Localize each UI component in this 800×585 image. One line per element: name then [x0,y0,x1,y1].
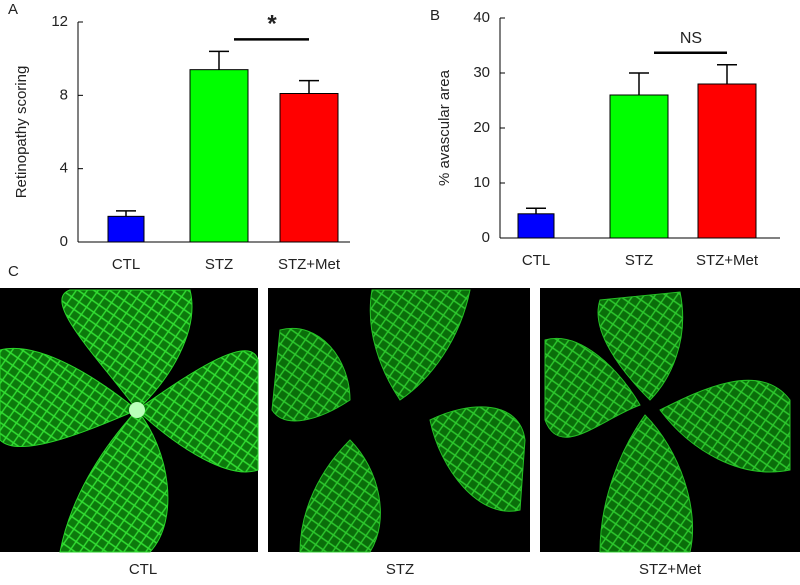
retina-stz [271,289,526,553]
bar [697,83,757,239]
x-tick-label: STZ+Met [696,252,759,269]
x-tick-label: STZ [205,256,233,273]
image-caption: STZ+Met [639,561,702,578]
y-tick-label: 20 [473,119,490,136]
y-tick-label: 12 [51,13,68,30]
bar [609,94,669,239]
y-tick-label: 0 [482,229,490,246]
x-tick-label: CTL [522,252,550,269]
image-caption: STZ [386,561,414,578]
y-tick-label: 40 [473,9,490,26]
bar [107,215,145,243]
bar [189,69,249,243]
bar [517,213,555,239]
panel-label: B [430,7,440,24]
significance-label: * [267,11,277,38]
x-tick-label: CTL [112,256,140,273]
image-caption: CTL [129,561,157,578]
bar [279,93,339,243]
x-tick-label: STZ+Met [278,256,341,273]
y-tick-label: 4 [60,160,68,177]
y-axis-label: % avascular area [436,69,453,186]
y-tick-label: 10 [473,174,490,191]
significance-label: NS [680,30,702,47]
retina-images [0,288,800,553]
retina-ctl [0,289,259,553]
x-tick-label: STZ [625,252,653,269]
retina-stz-met [544,291,791,553]
y-tick-label: 8 [60,86,68,103]
panel-label: A [8,1,18,18]
panel-label: C [8,263,19,280]
y-tick-label: 0 [60,233,68,250]
y-tick-label: 30 [473,64,490,81]
y-axis-label: Retinopathy scoring [13,66,30,199]
